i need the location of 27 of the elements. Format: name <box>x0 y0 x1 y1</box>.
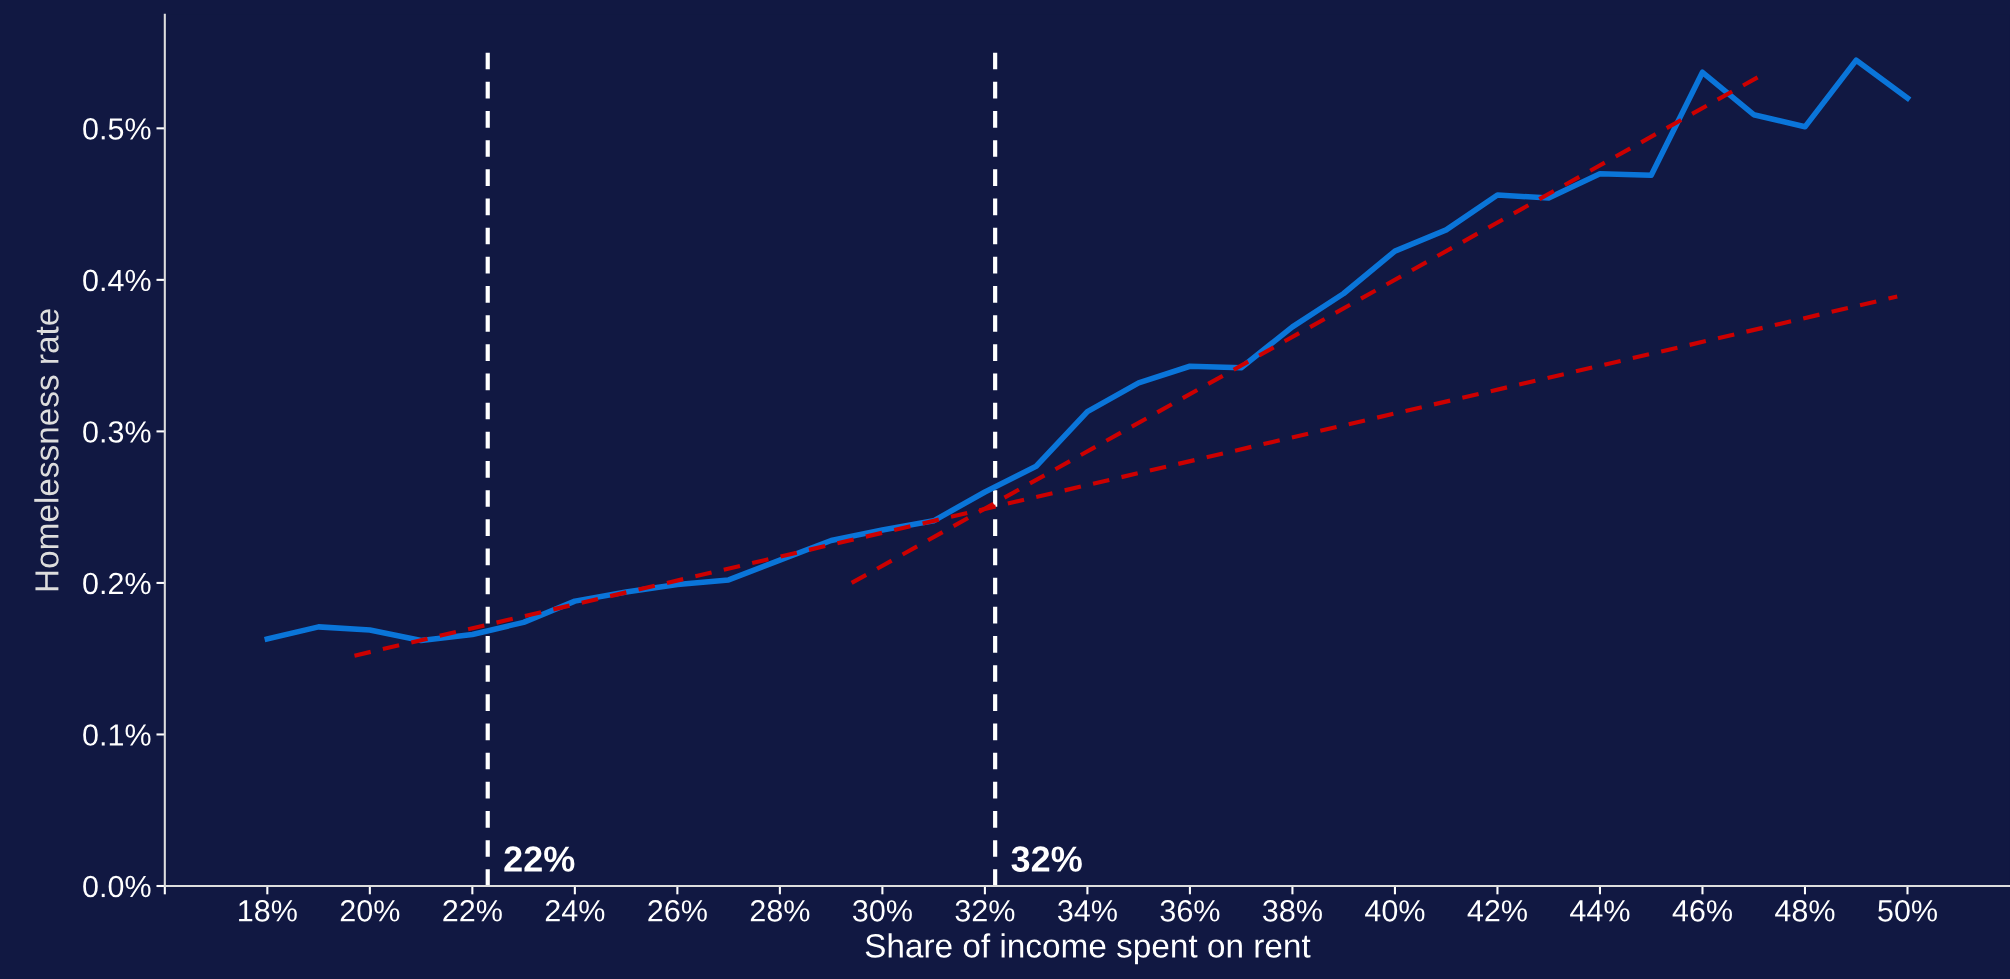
x-tick-label: 24% <box>545 900 605 922</box>
x-tick-label: 48% <box>1775 900 1835 922</box>
y-tick-label: 0.1% <box>83 724 151 746</box>
x-tick-label: 22% <box>443 900 502 922</box>
x-tick-label: 34% <box>1058 900 1117 922</box>
y-axis-title: Homelessness rate <box>34 309 59 591</box>
x-tick-label: 40% <box>1365 900 1425 922</box>
y-tick-label: 0.4% <box>83 269 151 292</box>
x-tick-label: 32% <box>955 900 1015 922</box>
y-tick-label: 0.3% <box>83 421 151 443</box>
x-tick-label: 20% <box>340 900 400 922</box>
x-tick-label: 50% <box>1878 900 1937 922</box>
x-tick-label: 30% <box>852 900 912 922</box>
x-tick-label: 26% <box>648 900 707 922</box>
x-tick-label: 28% <box>750 900 810 922</box>
x-tick-label: 42% <box>1467 900 1527 922</box>
y-tick-label: 0.0% <box>83 875 151 898</box>
y-tick-label: 0.2% <box>83 572 151 595</box>
x-tick-label: 38% <box>1263 900 1322 922</box>
x-tick-label: 46% <box>1672 900 1732 922</box>
y-tick-label: 0.5% <box>83 118 151 140</box>
x-axis-title: Share of income spent on rent <box>865 933 1311 965</box>
x-tick-label: 36% <box>1160 900 1220 922</box>
ref-line-label: 32% <box>1011 846 1082 872</box>
x-tick-label: 44% <box>1570 900 1630 922</box>
ref-line-label: 22% <box>504 846 575 872</box>
x-tick-label: 18% <box>239 900 297 922</box>
